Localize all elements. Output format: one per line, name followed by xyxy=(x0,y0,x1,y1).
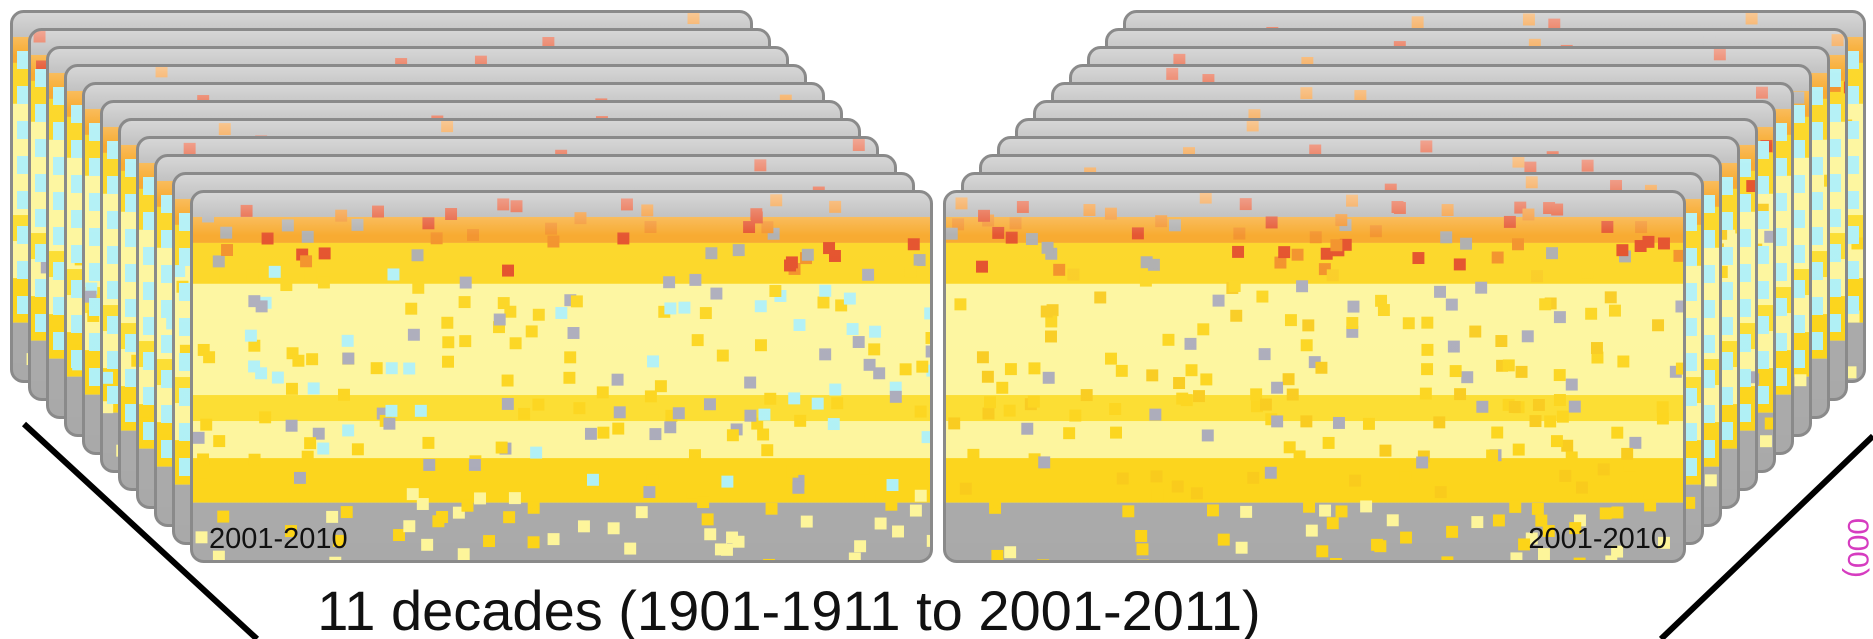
card-gloss xyxy=(191,191,932,562)
map-card xyxy=(944,191,1688,572)
side-note: 000) xyxy=(1841,518,1873,578)
map-cell xyxy=(432,562,444,574)
map-card xyxy=(191,191,939,574)
caption: 11 decades (1901-1911 to 2001-2011) xyxy=(317,579,1260,639)
card-label: 2001-2010 xyxy=(209,523,348,555)
card-gloss xyxy=(944,191,1685,562)
figure: 2001-2010 2001-2010 11 decades (1901-191… xyxy=(0,0,1873,639)
map-stacks xyxy=(11,11,1865,574)
page: 2001-2010 2001-2010 11 decades (1901-191… xyxy=(0,0,1873,639)
card-label: 2001-2010 xyxy=(1528,523,1667,555)
